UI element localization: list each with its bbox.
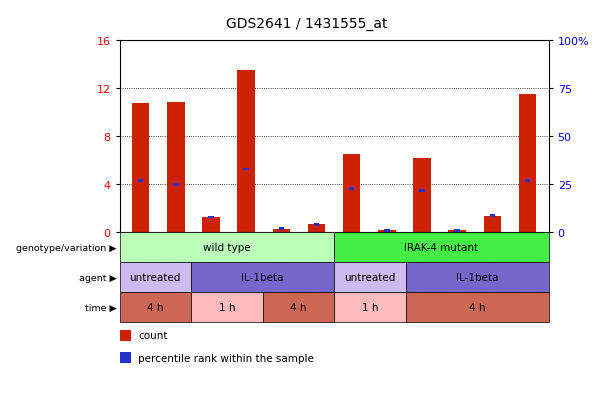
Text: untreated: untreated — [129, 273, 181, 282]
Text: IL-1beta: IL-1beta — [456, 273, 498, 282]
Text: genotype/variation ▶: genotype/variation ▶ — [16, 243, 116, 252]
Bar — [208, 216, 214, 219]
Bar — [343, 155, 360, 233]
Bar — [314, 224, 319, 227]
Bar — [132, 104, 150, 233]
Text: 4 h: 4 h — [147, 302, 164, 312]
Text: 1 h: 1 h — [219, 302, 235, 312]
Bar — [308, 225, 326, 233]
Bar — [167, 102, 185, 233]
Bar — [519, 95, 536, 233]
Bar — [202, 217, 220, 233]
Bar — [237, 71, 255, 233]
Bar — [484, 216, 501, 233]
Text: 4 h: 4 h — [469, 302, 485, 312]
Text: IL-1beta: IL-1beta — [242, 273, 284, 282]
Text: 4 h: 4 h — [290, 302, 306, 312]
Bar — [384, 230, 390, 233]
Bar — [173, 184, 178, 186]
Text: IRAK-4 mutant: IRAK-4 mutant — [405, 243, 478, 253]
Bar — [419, 190, 425, 192]
Bar — [378, 230, 395, 233]
Bar — [243, 169, 249, 171]
Bar — [454, 230, 460, 233]
Bar — [525, 180, 530, 183]
Bar — [273, 229, 290, 233]
Bar — [448, 230, 466, 233]
Bar — [490, 214, 495, 217]
Bar — [349, 188, 354, 190]
Bar — [278, 228, 284, 230]
Text: wild type: wild type — [203, 243, 251, 253]
Text: agent ▶: agent ▶ — [78, 273, 116, 282]
Text: count: count — [138, 330, 167, 340]
Text: untreated: untreated — [344, 273, 395, 282]
Text: 1 h: 1 h — [362, 302, 378, 312]
Text: time ▶: time ▶ — [85, 303, 116, 312]
Bar — [138, 180, 143, 183]
Text: percentile rank within the sample: percentile rank within the sample — [138, 353, 314, 363]
Bar — [413, 159, 431, 233]
Text: GDS2641 / 1431555_at: GDS2641 / 1431555_at — [226, 17, 387, 31]
